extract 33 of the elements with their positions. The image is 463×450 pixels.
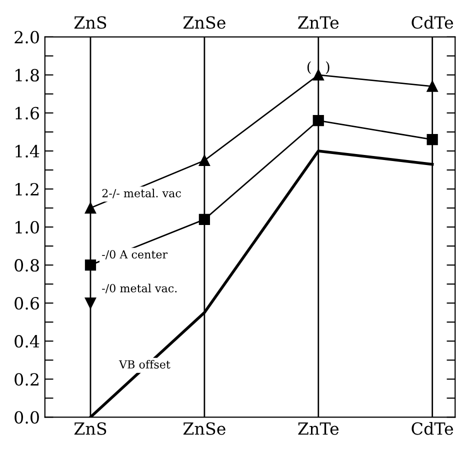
x-tick-label: ZnS — [74, 422, 106, 435]
x-tick-label: CdTe — [412, 422, 454, 435]
x-tick-label: ZnTe — [298, 422, 339, 435]
point — [426, 80, 438, 92]
x-tick-label: ZnSe — [183, 422, 226, 435]
point — [198, 214, 210, 225]
point — [198, 154, 210, 166]
category-label: ZnTe — [298, 16, 339, 29]
category-label: ZnSe — [183, 16, 226, 29]
y-tick-label: 0.6 — [14, 297, 39, 310]
y-tick-label: 1.6 — [16, 106, 39, 120]
y-tick-label: 1.4 — [16, 144, 40, 158]
category-label: ZnS — [74, 16, 106, 29]
category-label: CdTe — [412, 16, 454, 29]
series-label: -/0 metal vac. — [102, 284, 177, 294]
point — [84, 259, 96, 271]
y-tick-label: 0.0 — [14, 411, 39, 424]
y-tick-label: 0.2 — [14, 373, 38, 386]
y-tick-label: 0.8 — [14, 259, 39, 272]
point — [84, 298, 96, 309]
point — [312, 69, 324, 80]
series-label: VB offset — [118, 360, 170, 369]
series-label: -/0 A center — [102, 250, 168, 260]
y-tick-label: 0.4 — [14, 335, 40, 348]
point — [312, 115, 324, 126]
y-tick-label: 1.2 — [16, 182, 38, 196]
y-tick-label: 1.8 — [16, 68, 39, 82]
series-label: 2-/- metal. vac — [102, 188, 181, 198]
point — [84, 202, 96, 214]
point — [426, 134, 438, 146]
y-tick-label: 1.0 — [16, 220, 39, 234]
annotation: ( ) — [307, 61, 330, 74]
y-tick-label: 2.0 — [14, 30, 39, 44]
